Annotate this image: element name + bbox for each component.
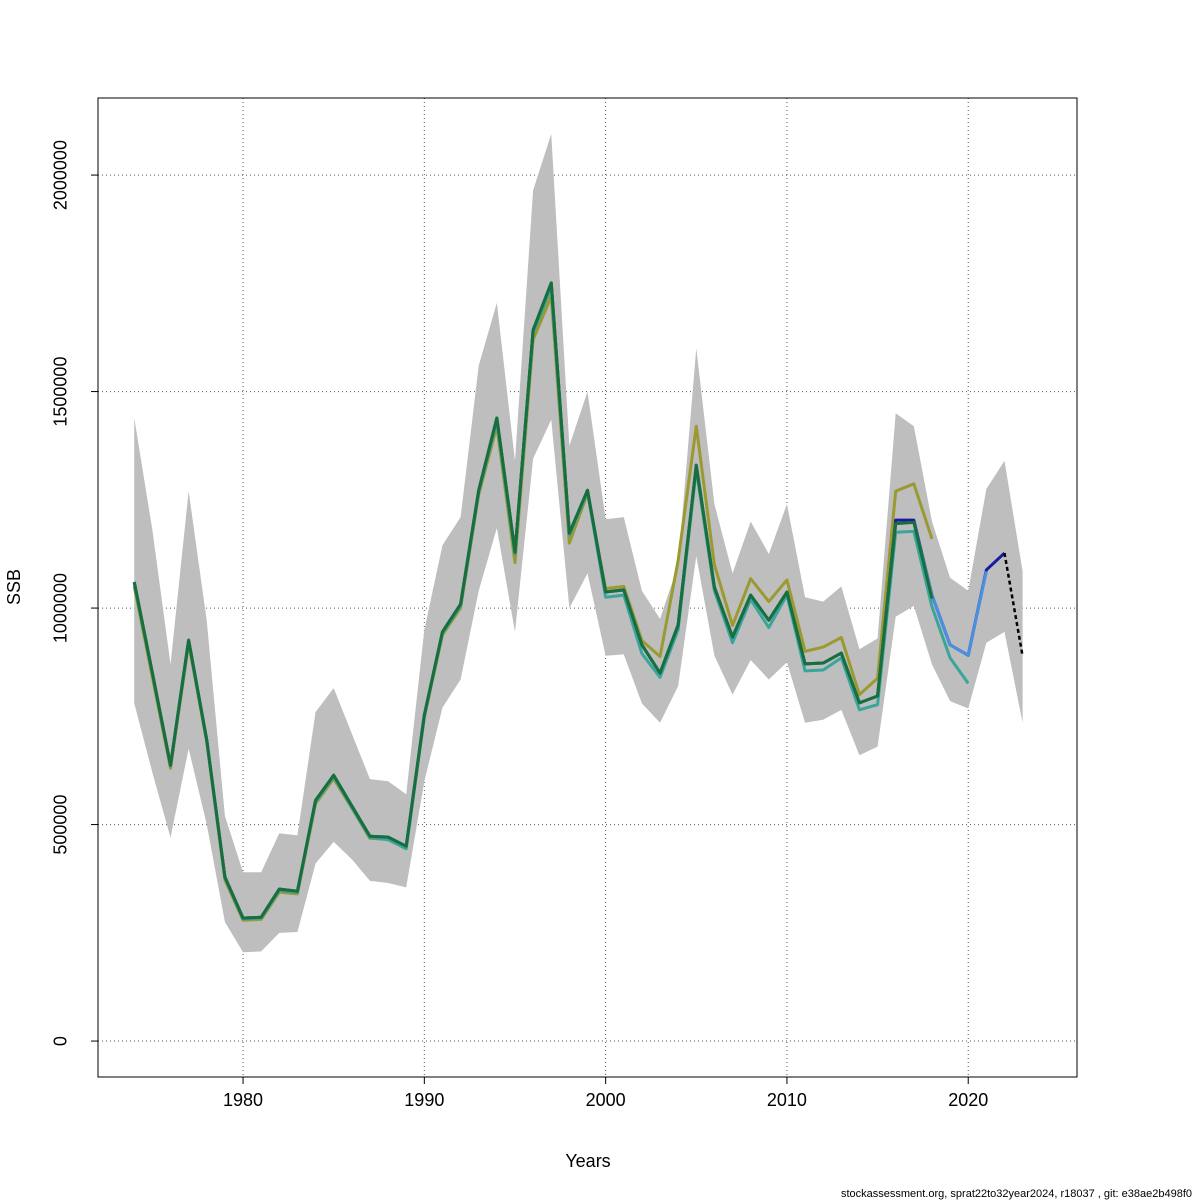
confidence-band xyxy=(134,133,1023,953)
series-line xyxy=(1003,552,1024,657)
x-tick-label: 2010 xyxy=(767,1090,807,1110)
x-axis-label: Years xyxy=(565,1151,610,1171)
y-tick-label: 1000000 xyxy=(51,573,71,643)
y-tick-label: 2000000 xyxy=(51,140,71,210)
y-tick-label: 1500000 xyxy=(51,357,71,427)
y-axis-label: SSB xyxy=(4,569,24,605)
series-line xyxy=(132,281,934,920)
y-tick-label: 500000 xyxy=(51,795,71,855)
x-tick-label: 1980 xyxy=(223,1090,263,1110)
footnote: stockassessment.org, sprat22to32year2024… xyxy=(841,1188,1192,1200)
x-tick-label: 1990 xyxy=(404,1090,444,1110)
y-tick-label: 0 xyxy=(51,1036,71,1046)
plot-frame xyxy=(97,97,1078,1078)
x-tick-label: 2000 xyxy=(586,1090,626,1110)
x-tick-label: 2020 xyxy=(948,1090,988,1110)
